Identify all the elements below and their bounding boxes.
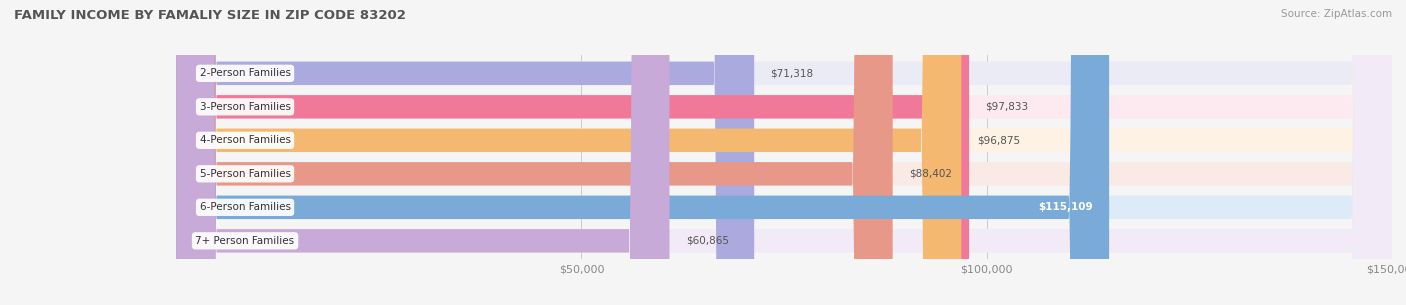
FancyBboxPatch shape [176, 0, 893, 305]
Text: $115,109: $115,109 [1038, 202, 1092, 212]
FancyBboxPatch shape [176, 0, 1392, 305]
Text: $97,833: $97,833 [986, 102, 1028, 112]
Text: 6-Person Families: 6-Person Families [200, 202, 291, 212]
Text: $88,402: $88,402 [908, 169, 952, 179]
Text: $60,865: $60,865 [686, 236, 728, 246]
FancyBboxPatch shape [176, 0, 754, 305]
Text: 3-Person Families: 3-Person Families [200, 102, 291, 112]
FancyBboxPatch shape [176, 0, 1392, 305]
FancyBboxPatch shape [176, 0, 1392, 305]
FancyBboxPatch shape [176, 0, 1392, 305]
FancyBboxPatch shape [176, 0, 1392, 305]
Text: FAMILY INCOME BY FAMALIY SIZE IN ZIP CODE 83202: FAMILY INCOME BY FAMALIY SIZE IN ZIP COD… [14, 9, 406, 22]
Text: Source: ZipAtlas.com: Source: ZipAtlas.com [1281, 9, 1392, 19]
Text: 4-Person Families: 4-Person Families [200, 135, 291, 145]
Text: $71,318: $71,318 [770, 68, 814, 78]
FancyBboxPatch shape [176, 0, 1109, 305]
Text: $96,875: $96,875 [977, 135, 1021, 145]
Text: 5-Person Families: 5-Person Families [200, 169, 291, 179]
Text: 2-Person Families: 2-Person Families [200, 68, 291, 78]
Text: 7+ Person Families: 7+ Person Families [195, 236, 295, 246]
FancyBboxPatch shape [176, 0, 1392, 305]
FancyBboxPatch shape [176, 0, 669, 305]
FancyBboxPatch shape [176, 0, 962, 305]
FancyBboxPatch shape [176, 0, 969, 305]
